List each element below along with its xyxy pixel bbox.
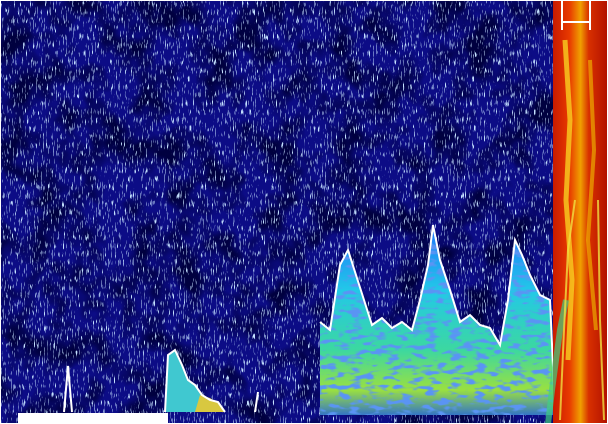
small-flow: [165, 350, 225, 412]
aliased-column: [553, 0, 608, 424]
column-edge: [545, 299, 569, 424]
column-outline: [559, 199, 605, 421]
small-flow-core: [195, 395, 225, 412]
spike-trace: [254, 391, 259, 413]
flow-region: [320, 225, 555, 415]
baseline-strip: [18, 413, 168, 424]
column-outline: [561, 0, 591, 30]
column-streak: [585, 59, 598, 331]
small-envelope: [164, 348, 226, 413]
column-streak: [562, 39, 575, 361]
envelope-trace: [319, 224, 556, 411]
spike-trace: [63, 365, 73, 413]
